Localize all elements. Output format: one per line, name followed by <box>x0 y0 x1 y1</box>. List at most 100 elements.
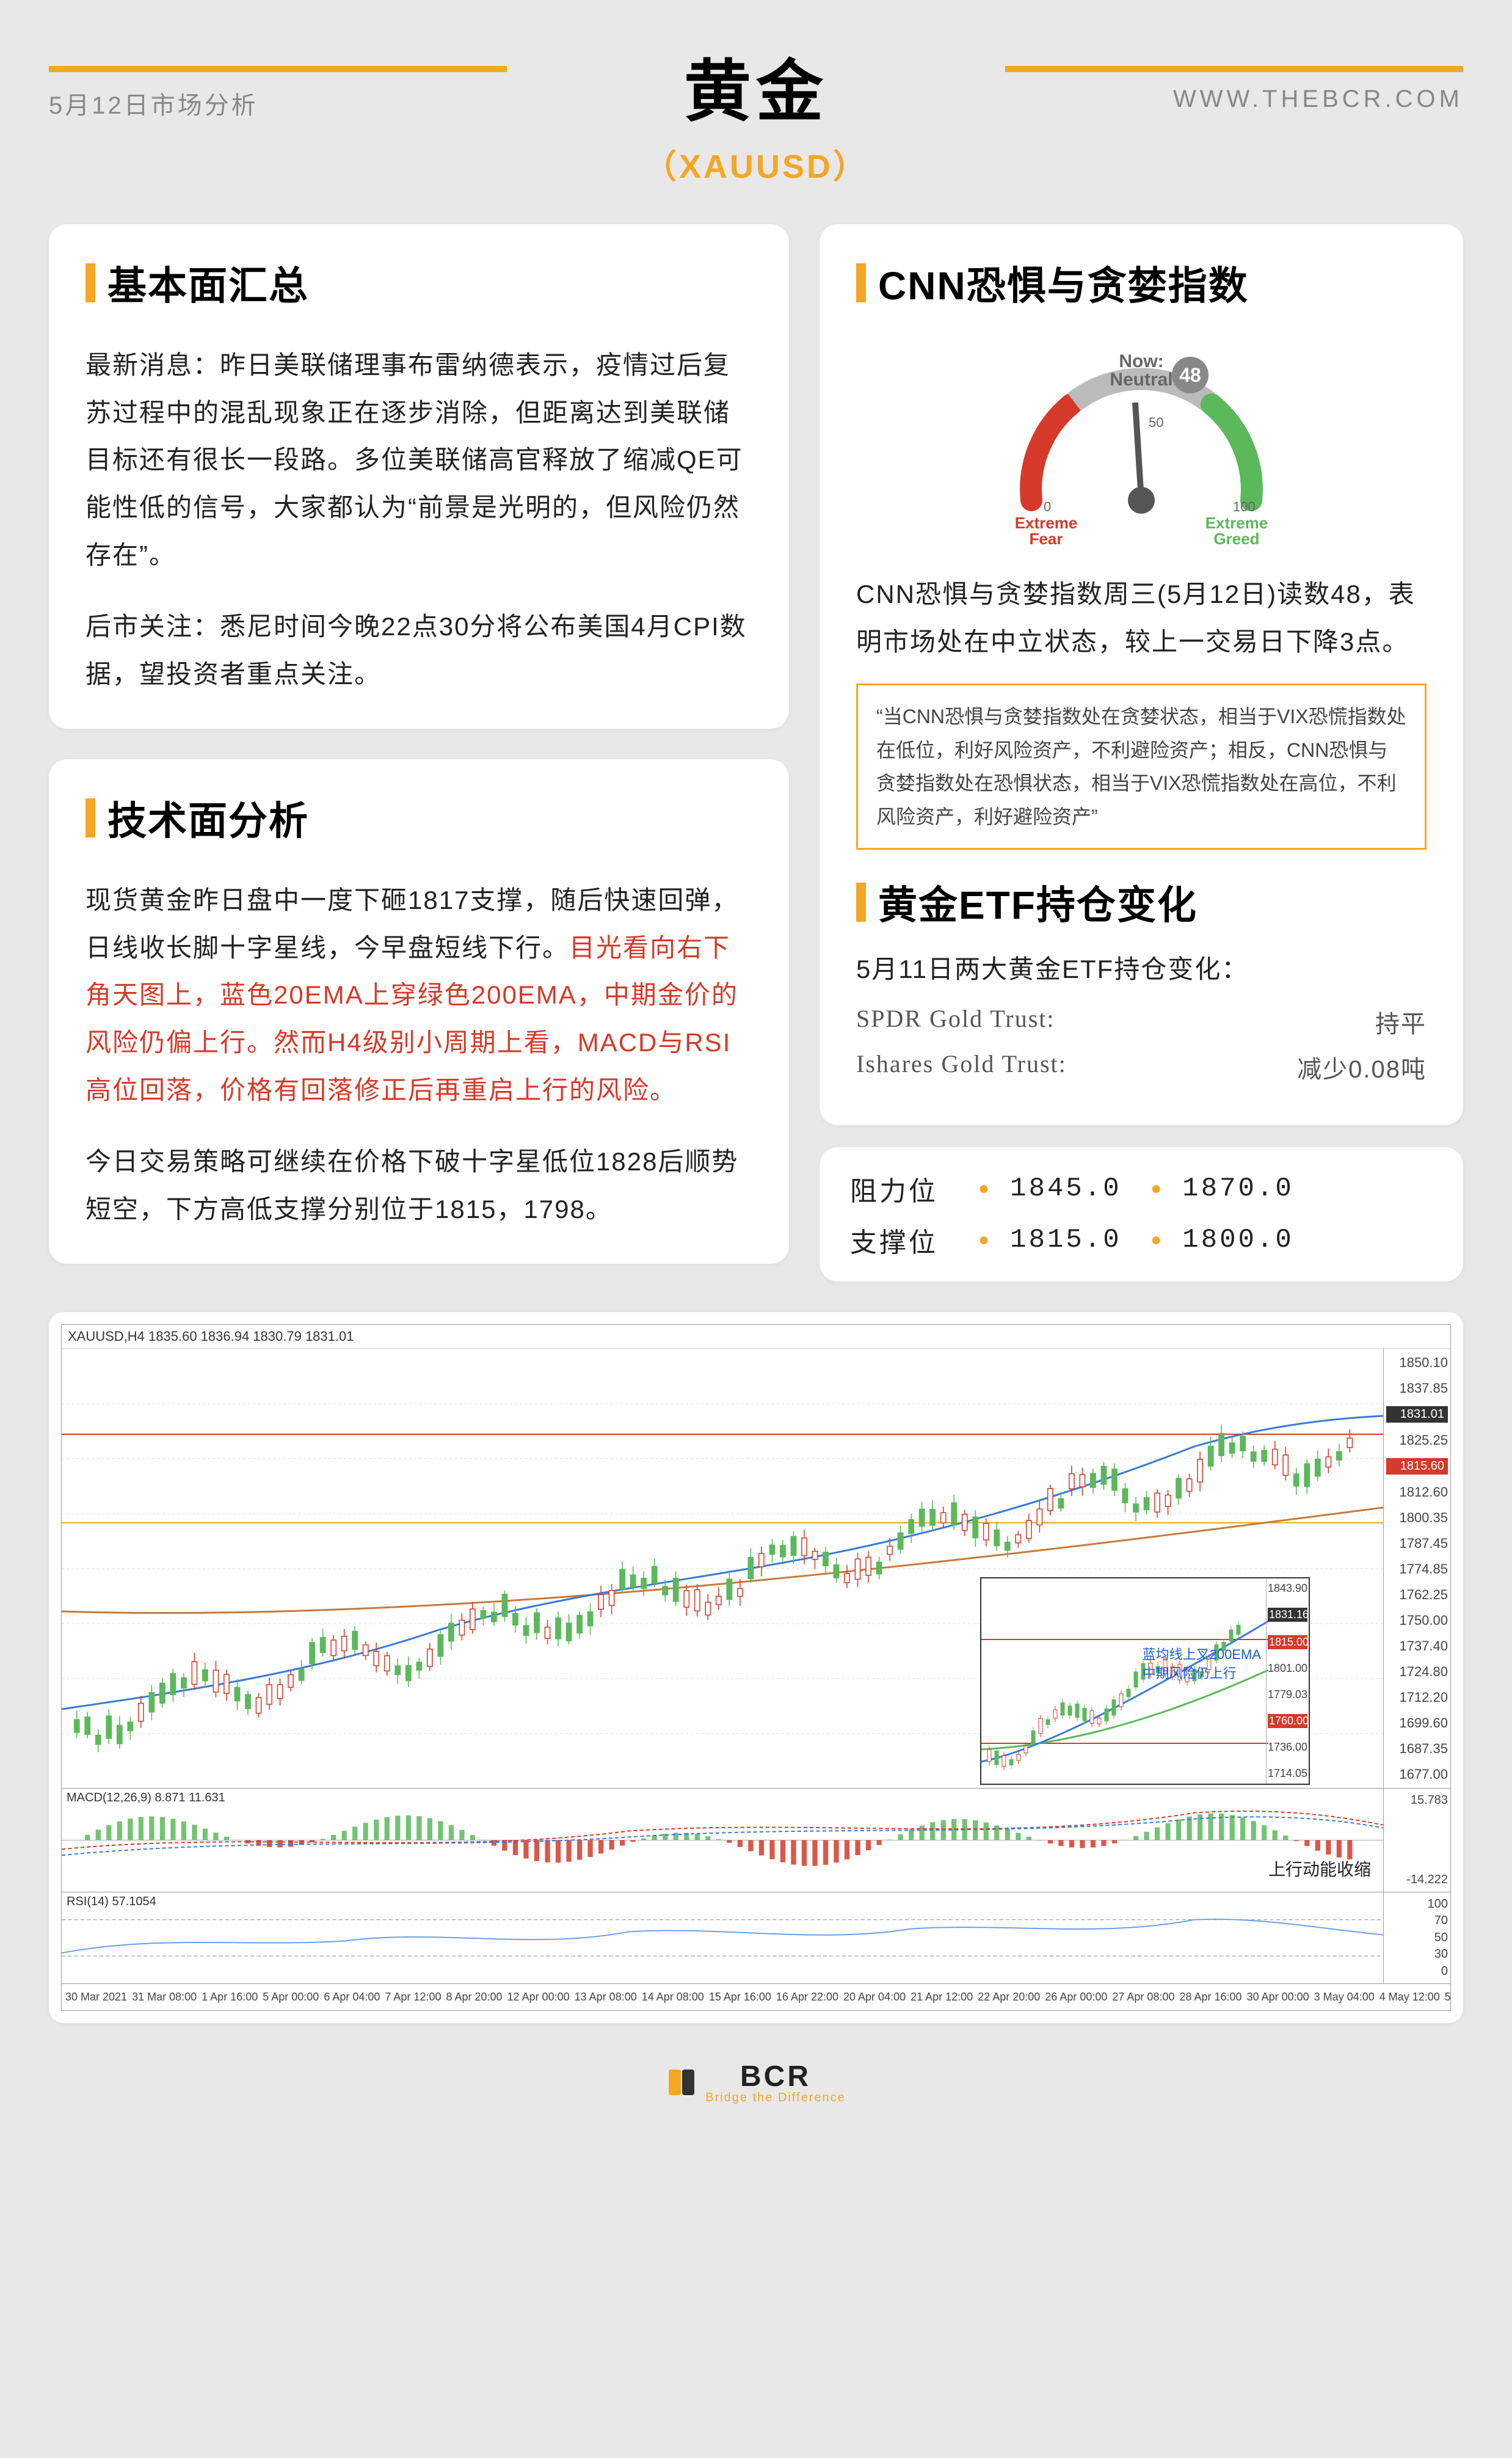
inset-red-tag2: 1760.00 <box>1268 1714 1307 1728</box>
svg-text:0: 0 <box>1044 499 1051 514</box>
fundamentals-card: 基本面汇总 最新消息：昨日美联储理事布雷纳德表示，疫情过后复苏过程中的混乱现象正… <box>49 224 789 729</box>
inset-y-2: 1801.00 <box>1268 1662 1307 1675</box>
xaxis-tick: 1 Apr 16:00 <box>202 1991 258 2004</box>
xaxis-tick: 31 Mar 08:00 <box>132 1991 197 2004</box>
current-price-tag: 1831.01 <box>1386 1406 1448 1423</box>
rsi-y-3: 30 <box>1386 1947 1448 1961</box>
inset-y-3: 1779.03 <box>1268 1688 1307 1701</box>
rsi-y-0: 100 <box>1386 1897 1448 1911</box>
page-subtitle: （XAUUSD） <box>49 139 1463 188</box>
xaxis-tick: 8 Apr 20:00 <box>446 1991 502 2004</box>
y-9: 1737.40 <box>1386 1638 1448 1654</box>
xaxis-tick: 5 Apr 00:00 <box>263 1991 319 2004</box>
chart-plot: 1843.90 1831.16 1815.00 1801.00 1779.03 … <box>62 1349 1383 1789</box>
svg-text:100: 100 <box>1233 499 1256 514</box>
support-label: 支撑位 <box>850 1220 960 1260</box>
xaxis-tick: 20 Apr 04:00 <box>843 1991 906 2004</box>
rsi-svg <box>62 1892 1383 1983</box>
macd-y-1: -14.222 <box>1386 1873 1448 1887</box>
inset-note: 蓝均线上叉200EMA 中期风险仍上行 <box>1143 1646 1261 1683</box>
y-14: 1677.00 <box>1386 1767 1448 1782</box>
macd-note: 上行动能收缩 <box>1268 1856 1371 1881</box>
header-date: 5月12日市场分析 <box>49 86 258 121</box>
xaxis-tick: 12 Apr 00:00 <box>507 1991 570 2004</box>
etf-spdr-value: 持平 <box>1375 1004 1427 1040</box>
rsi-yaxis: 100 70 50 30 0 <box>1383 1892 1450 1983</box>
xaxis-tick: 28 Apr 16:00 <box>1179 1991 1241 2004</box>
xaxis-tick: 27 Apr 08:00 <box>1112 1991 1174 2004</box>
xaxis-tick: 14 Apr 08:00 <box>642 1991 704 2004</box>
macd-panel: MACD(12,26,9) 8.871 11.631 上行动能收缩 15.783… <box>61 1789 1451 1892</box>
dot-icon: ● <box>1150 1230 1164 1250</box>
inset-y-5: 1714.05 <box>1268 1767 1307 1780</box>
price-chart: XAUUSD,H4 1835.60 1836.94 1830.79 1831.0… <box>61 1324 1451 1789</box>
etf-ishares-value: 减少0.08吨 <box>1297 1049 1427 1085</box>
inset-yaxis: 1843.90 1831.16 1815.00 1801.00 1779.03 … <box>1266 1578 1309 1784</box>
feargreed-quote: “当CNN恐惧与贪婪指数处在贪婪状态，相当于VIX恐慌指数处在低位，利好风险资产… <box>856 684 1427 850</box>
inset-y-1: 1831.16 <box>1268 1608 1307 1622</box>
header-url: WWW.THEBCR.COM <box>1173 86 1463 113</box>
xaxis-tick: 5 May 20:00 <box>1445 1991 1451 2004</box>
svg-text:Neutral: Neutral <box>1110 370 1172 390</box>
y-3: 1812.60 <box>1386 1484 1448 1500</box>
etf-row-ishares: Ishares Gold Trust: 减少0.08吨 <box>856 1049 1427 1085</box>
etf-spdr-label: SPDR Gold Trust: <box>856 1004 1055 1040</box>
svg-text:Now:: Now: <box>1119 351 1163 371</box>
inset-y-0: 1843.90 <box>1268 1582 1307 1595</box>
xaxis-tick: 7 Apr 12:00 <box>385 1991 441 2004</box>
y-8: 1750.00 <box>1386 1613 1448 1628</box>
support-1: 1815.0 <box>1010 1225 1132 1255</box>
feargreed-desc: CNN恐惧与贪婪指数周三(5月12日)读数48，表明市场处在中立状态，较上一交易… <box>856 571 1427 665</box>
footer-tagline: Bridge the Difference <box>705 2091 846 2105</box>
svg-text:Fear: Fear <box>1030 530 1063 548</box>
dot-icon: ● <box>978 1178 992 1199</box>
xaxis-tick: 21 Apr 12:00 <box>910 1991 973 2004</box>
inset-note-2: 中期风险仍上行 <box>1143 1665 1261 1683</box>
xaxis-tick: 13 Apr 08:00 <box>575 1991 637 2004</box>
rsi-panel: RSI(14) 57.1054 100 70 50 30 0 <box>61 1892 1451 1984</box>
svg-text:50: 50 <box>1149 415 1163 430</box>
footer-brand: BCR <box>705 2060 846 2093</box>
y-4: 1800.35 <box>1386 1510 1448 1526</box>
xaxis-tick: 30 Apr 00:00 <box>1247 1991 1309 2004</box>
fundamentals-title: 基本面汇总 <box>85 255 752 311</box>
xaxis-tick: 30 Mar 2021 <box>65 1991 127 2004</box>
etf-title: 黄金ETF持仓变化 <box>856 874 1427 930</box>
resistance-row: 阻力位 ● 1845.0 ● 1870.0 <box>850 1169 1433 1208</box>
macd-yaxis: 15.783 -14.222 <box>1383 1789 1450 1892</box>
y-11: 1712.20 <box>1386 1690 1448 1705</box>
rsi-y-4: 0 <box>1386 1964 1448 1978</box>
etf-row-spdr: SPDR Gold Trust: 持平 <box>856 1004 1427 1040</box>
y-5: 1787.45 <box>1386 1536 1448 1552</box>
chart-body: 1843.90 1831.16 1815.00 1801.00 1779.03 … <box>62 1349 1450 1789</box>
y-13: 1687.35 <box>1386 1741 1448 1757</box>
xaxis-tick: 26 Apr 00:00 <box>1045 1991 1107 2004</box>
xaxis-tick: 6 Apr 04:00 <box>324 1991 380 2004</box>
y-1: 1837.85 <box>1386 1380 1448 1396</box>
xaxis-tick: 4 May 12:00 <box>1379 1991 1440 2004</box>
chart-symbol-bar: XAUUSD,H4 1835.60 1836.94 1830.79 1831.0… <box>62 1325 1450 1349</box>
feargreed-gauge: Now: Neutral 48 0 50 100 Extreme Fear Ex… <box>856 341 1427 552</box>
rsi-y-1: 70 <box>1386 1914 1448 1928</box>
y-0: 1850.10 <box>1386 1355 1448 1371</box>
svg-text:48: 48 <box>1179 364 1201 386</box>
xaxis-tick: 15 Apr 16:00 <box>709 1991 771 2004</box>
y-7: 1762.25 <box>1386 1587 1448 1603</box>
etf-ishares-label: Ishares Gold Trust: <box>856 1049 1067 1085</box>
support-row: 支撑位 ● 1815.0 ● 1800.0 <box>850 1220 1433 1260</box>
y-6: 1774.85 <box>1386 1561 1448 1577</box>
resistance-label: 阻力位 <box>850 1169 960 1208</box>
technical-p2: 今日交易策略可继续在价格下破十字星低位1828后顺势短空，下方高低支撑分别位于1… <box>85 1138 752 1233</box>
svg-text:Greed: Greed <box>1213 530 1259 548</box>
footer-logo: BCR Bridge the Difference <box>666 2060 846 2105</box>
rsi-y-2: 50 <box>1386 1931 1448 1945</box>
y-10: 1724.80 <box>1386 1664 1448 1680</box>
technical-body: 现货黄金昨日盘中一度下砸1817支撑，随后快速回弹，日线收长脚十字星线，今早盘短… <box>85 877 752 1233</box>
inset-chart: 1843.90 1831.16 1815.00 1801.00 1779.03 … <box>980 1577 1310 1785</box>
resistance-1: 1845.0 <box>1010 1173 1132 1204</box>
macd-svg <box>62 1789 1383 1892</box>
gauge-icon: Now: Neutral 48 0 50 100 Extreme Fear Ex… <box>983 341 1300 549</box>
inset-y-4: 1736.00 <box>1268 1741 1307 1754</box>
right-column: CNN恐惧与贪婪指数 Now: Neutral 48 0 50 <box>820 224 1463 1282</box>
technical-title: 技术面分析 <box>85 790 752 846</box>
